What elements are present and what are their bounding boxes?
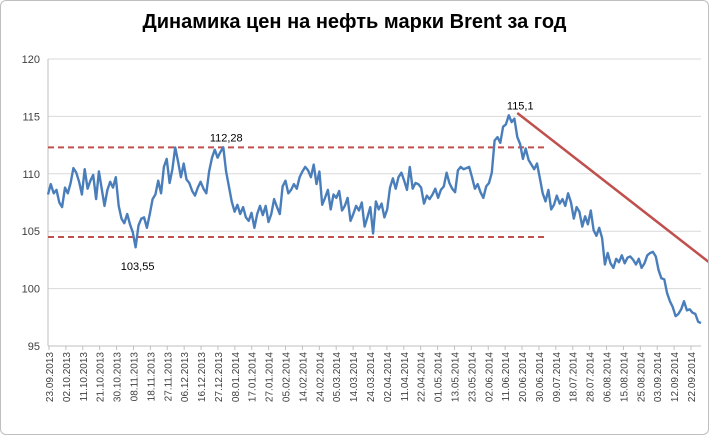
x-tick-label: 24.03.2014 [366,352,377,402]
y-tick-label-110: 110 [22,169,40,181]
x-tick-label: 05.02.2014 [282,352,293,402]
x-tick-label: 08.11.2013 [129,352,140,402]
x-tick-label: 03.09.2014 [653,352,664,402]
x-tick-label: 06.08.2014 [603,352,614,402]
x-tick-label: 30.06.2014 [535,352,546,402]
series-line-1 [46,114,702,325]
x-tick-label: 11.06.2014 [501,352,512,402]
x-tick-label: 18.11.2013 [146,352,157,402]
trend-line [516,111,708,264]
data-label-1: 112,28 [210,133,243,145]
x-tick-label: 02.06.2014 [484,352,495,402]
x-axis: 23.09.2013 02.10.2013 11.10.2013 21.10.2013… [45,345,701,402]
x-tick-label: 02.04.2014 [383,352,394,402]
x-tick-label: 28.07.2014 [586,352,597,402]
x-tick-label: 06.12.2013 [180,352,191,402]
x-tick-label: 13.05.2014 [450,352,461,402]
x-tick-label: 15.08.2014 [619,352,630,402]
x-tick-label: 17.01.2014 [248,352,259,402]
y-tick-label-105: 105 [22,226,40,238]
chart-title: Динамика цен на нефть марки Brent за год [142,11,567,33]
reference-lines [48,146,546,238]
annotations: 112,28 103,55 115,1 [121,100,534,273]
x-tick-label: 22.09.2014 [687,352,698,402]
data-label-3: 115,1 [507,100,534,112]
y-tick-label-120: 120 [22,54,40,66]
x-tick-label: 18.07.2014 [569,352,580,402]
y-tick-label-115: 115 [22,111,40,123]
data-label-2: 103,55 [121,261,155,273]
x-tick-label: 27.12.2013 [214,352,225,402]
y-tick-label-95: 95 [28,341,40,353]
trend-layer [516,111,708,264]
x-tick-label: 08.01.2014 [231,352,242,402]
x-tick-label: 21.10.2013 [96,352,107,402]
x-tick-label: 22.04.2014 [417,352,428,402]
x-tick-label: 14.02.2014 [298,352,309,402]
x-tick-label: 02.10.2013 [62,352,73,402]
x-tick-label: 27.11.2013 [163,352,174,402]
x-tick-label: 16.12.2013 [197,352,208,402]
x-tick-label: 09.07.2014 [552,352,563,402]
x-tick-label: 14.03.2014 [349,352,360,402]
y-tick-label-100: 100 [22,284,40,296]
x-tick-label: 11.04.2014 [400,352,411,402]
x-tick-label: 12.09.2014 [670,352,681,402]
x-tick-label: 23.09.2013 [45,352,56,402]
x-tick-label: 05.03.2014 [332,352,343,402]
x-tick-label: 25.08.2014 [636,352,647,402]
x-tick-label: 30.10.2013 [113,352,124,402]
x-tick-label: 20.06.2014 [518,352,529,402]
x-tick-label: 11.10.2013 [79,352,90,402]
grid-lines [48,58,701,347]
x-tick-label: 23.05.2014 [467,352,478,402]
y-axis: 95 100 105 110 115 120 [22,54,49,353]
x-tick-label: 27.01.2014 [265,352,276,402]
x-tick-label: 01.05.2014 [434,352,445,402]
x-tick-label: 24.02.2014 [315,352,326,402]
series-layer [46,114,702,325]
